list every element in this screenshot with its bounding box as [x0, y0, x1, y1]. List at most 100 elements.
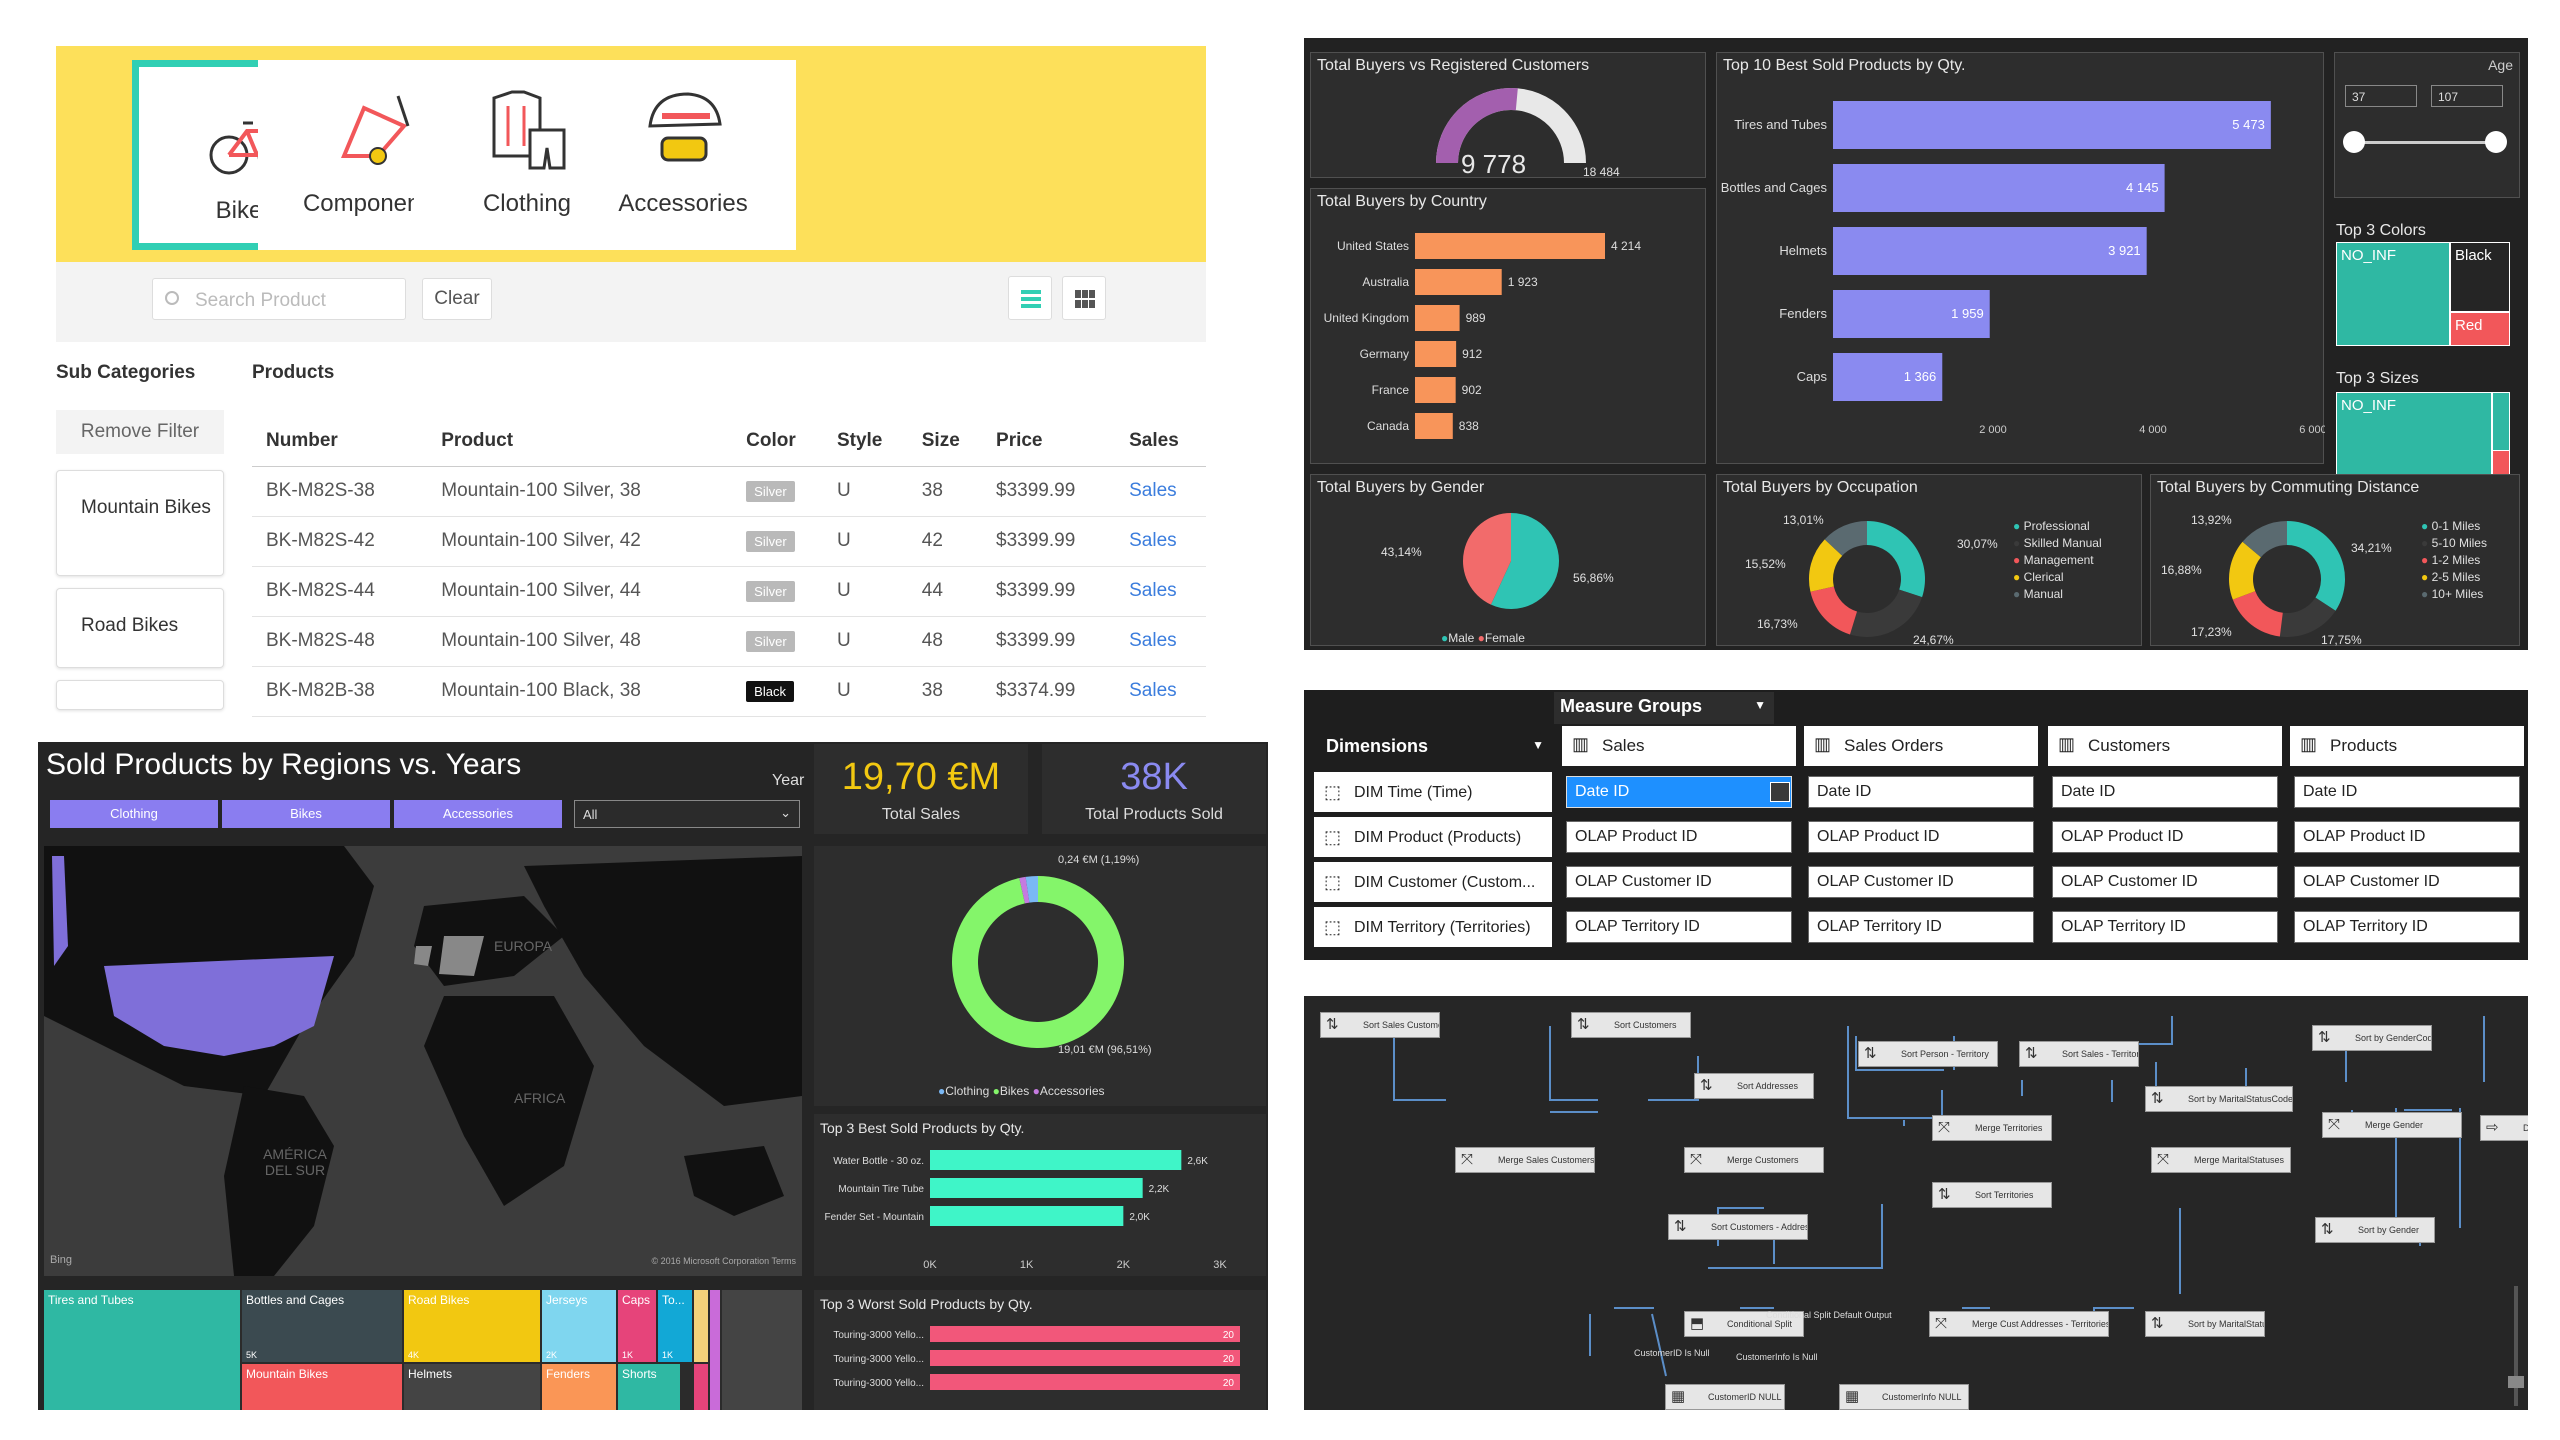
table-row[interactable]: BK-M82S-42 Mountain-100 Silver, 42 Silver U…	[252, 516, 1206, 567]
table-row[interactable]: BK-M82B-38 Mountain-100 Black, 38 Black U 38…	[252, 666, 1206, 717]
year-select[interactable]: All ⌄	[574, 800, 800, 828]
age-slider-track	[2351, 141, 2497, 144]
data-flow-canvas[interactable]: ⇅ Sort Sales Customers ⇅ Sort Customers ⇅ Sor…	[1304, 996, 2528, 1410]
granularity-cell[interactable]: OLAP Territory ID	[2294, 911, 2520, 943]
granularity-cell[interactable]: OLAP Territory ID	[2052, 911, 2278, 943]
search-input[interactable]: Search Product	[152, 278, 406, 320]
column-header[interactable]: Number	[252, 416, 428, 467]
column-header[interactable]: Price	[982, 416, 1116, 467]
granularity-cell[interactable]: OLAP Product ID	[1566, 821, 1792, 853]
granularity-cell[interactable]: Date ID	[1808, 776, 2034, 808]
column-header[interactable]: Color	[732, 416, 823, 467]
dimension-row-header[interactable]: ⬚ DIM Territory (Territories)	[1314, 907, 1552, 947]
dimensions-header[interactable]: Dimensions ▼	[1308, 726, 1552, 766]
color-tile-no-inf[interactable]: NO_INF	[2336, 242, 2450, 346]
flow-node[interactable]: ⇅ Sort Customers - Addresses	[1668, 1214, 1808, 1240]
filter-clothing[interactable]: Clothing	[50, 800, 218, 828]
column-header[interactable]: Sales	[1115, 416, 1206, 467]
granularity-cell[interactable]: OLAP Customer ID	[2052, 866, 2278, 898]
flow-node[interactable]: ⤧ Merge MaritalStatuses	[2151, 1147, 2291, 1173]
category-treemap[interactable]: Tires and Tubes Bottles and Cages 5K Mounta…	[44, 1290, 802, 1410]
sales-link[interactable]: Sales	[1129, 580, 1177, 601]
flow-node[interactable]: ▦ CustomerID NULL	[1665, 1384, 1785, 1410]
column-header[interactable]: Product	[427, 416, 733, 467]
granularity-cell[interactable]: OLAP Customer ID	[1566, 866, 1792, 898]
age-slider-min-handle[interactable]	[2343, 131, 2365, 153]
granularity-cell[interactable]: OLAP Product ID	[1808, 821, 2034, 853]
sales-link[interactable]: Sales	[1129, 630, 1177, 651]
subcategory-road-bikes[interactable]: Road Bikes	[56, 588, 224, 668]
treemap-tile	[618, 1364, 680, 1410]
column-header[interactable]: Size	[907, 416, 983, 467]
flow-node[interactable]: ⇅ Sort Sales - Territory	[2019, 1041, 2139, 1067]
measure-group-header[interactable]: ▥ Sales	[1562, 726, 1796, 766]
dimension-row-header[interactable]: ⬚ DIM Product (Products)	[1314, 817, 1552, 857]
grid-view-button[interactable]	[1062, 276, 1106, 320]
flow-node[interactable]: ⇅ Sort by MaritalStatusCode	[2145, 1086, 2293, 1112]
flow-node[interactable]: ▦ CustomerInfo NULL	[1839, 1384, 1969, 1410]
flow-node[interactable]: ⬒ Conditional Split	[1684, 1311, 1804, 1337]
clear-button[interactable]: Clear	[422, 278, 492, 320]
age-slider-max-handle[interactable]	[2485, 131, 2507, 153]
column-header[interactable]: Style	[822, 416, 908, 467]
list-view-button[interactable]	[1008, 276, 1052, 320]
flow-node[interactable]: ⤧ Merge Sales Customers	[1455, 1147, 1595, 1173]
granularity-cell[interactable]: OLAP Customer ID	[2294, 866, 2520, 898]
flow-node[interactable]: ⤧ Merge Cust Addresses - Territories	[1929, 1311, 2109, 1337]
table-row[interactable]: BK-M82S-38 Mountain-100 Silver, 38 Silver U…	[252, 466, 1206, 517]
granularity-cell[interactable]: OLAP Territory ID	[1808, 911, 2034, 943]
granularity-cell[interactable]: Date ID	[2294, 776, 2520, 808]
flow-node[interactable]: ⇅ Sort Sales Customers	[1320, 1012, 1440, 1038]
measure-group-header[interactable]: ▥ Sales Orders	[1804, 726, 2038, 766]
flow-node[interactable]: ⇅ Sort Customers	[1571, 1012, 1691, 1038]
age-max-input[interactable]: 107	[2431, 85, 2503, 107]
flow-node[interactable]: ⇅ Sort by Gender	[2315, 1217, 2435, 1243]
table-row[interactable]: BK-M82S-48 Mountain-100 Silver, 48 Silver U…	[252, 616, 1206, 667]
flow-node[interactable]: ⇅ Sort Person - Territory	[1858, 1041, 1998, 1067]
granularity-cell[interactable]: OLAP Customer ID	[1808, 866, 2034, 898]
granularity-cell[interactable]: Date ID	[1566, 776, 1792, 808]
granularity-cell[interactable]: OLAP Product ID	[2052, 821, 2278, 853]
regions-map[interactable]: EUROPA AFRICA AMÉRICA DEL SUR Bing © 201…	[44, 846, 802, 1276]
sales-link[interactable]: Sales	[1129, 480, 1177, 501]
granularity-cell[interactable]: OLAP Territory ID	[1566, 911, 1792, 943]
sales-link[interactable]: Sales	[1129, 530, 1177, 551]
bing-logo: Bing	[50, 1254, 73, 1266]
bar	[1833, 164, 2165, 212]
subcategory-item[interactable]	[56, 680, 224, 710]
measure-groups-header[interactable]: Measure Groups ▼	[1554, 692, 1774, 724]
color-badge: Silver	[746, 531, 795, 552]
flow-node[interactable]: ⇅ Sort by GenderCode	[2312, 1025, 2432, 1051]
flow-node[interactable]: ⇅ Sort Territories	[1932, 1182, 2052, 1208]
bar-value-label: 1 923	[1508, 275, 1538, 289]
bar-value-label: 902	[1462, 383, 1482, 397]
flow-node[interactable]: ⤧ Merge Gender	[2322, 1112, 2462, 1138]
subcategory-mountain-bikes[interactable]: Mountain Bikes	[56, 470, 224, 576]
flow-node[interactable]: ⇅ Sort Addresses	[1694, 1073, 1814, 1099]
color-tile-red[interactable]: Red	[2450, 312, 2510, 346]
bar	[930, 1150, 1182, 1170]
table-row[interactable]: BK-M82S-44 Mountain-100 Silver, 44 Silver U…	[252, 566, 1206, 617]
filter-bikes[interactable]: Bikes	[222, 800, 390, 828]
measure-group-header[interactable]: ▥ Products	[2290, 726, 2524, 766]
filter-accessories[interactable]: Accessories	[394, 800, 562, 828]
remove-filter-button[interactable]: Remove Filter	[56, 410, 224, 454]
sales-link[interactable]: Sales	[1129, 680, 1177, 701]
flow-node-label: DIM Customer	[2523, 1123, 2528, 1133]
age-min-input[interactable]: 37	[2345, 85, 2417, 107]
flow-node[interactable]: ⤧ Merge Territories	[1932, 1115, 2052, 1141]
dimension-row-header[interactable]: ⬚ DIM Customer (Custom...	[1314, 862, 1552, 902]
flow-node[interactable]: ⇅ Sort by MaritalStatus	[2145, 1311, 2265, 1337]
measure-group-header[interactable]: ▥ Customers	[2048, 726, 2282, 766]
granularity-cell[interactable]: Date ID	[2052, 776, 2278, 808]
granularity-cell[interactable]: OLAP Product ID	[2294, 821, 2520, 853]
flow-node[interactable]: ⤧ Merge Customers	[1684, 1147, 1824, 1173]
dimension-row-header[interactable]: ⬚ DIM Time (Time)	[1314, 772, 1552, 812]
bar-value-label: 2,2K	[1149, 1184, 1170, 1195]
ellipsis-button[interactable]	[1770, 782, 1790, 802]
color-tile-black[interactable]: Black	[2450, 242, 2510, 312]
category-card-accessories[interactable]: Accessories	[570, 60, 796, 250]
flow-node[interactable]: ⇨ DIM Customer	[2480, 1115, 2528, 1141]
dimension-usage-grid: Measure Groups ▼ Dimensions ▼ ▥ Sales ▥ Sal…	[1304, 690, 2528, 960]
cell-number: BK-M82S-44	[252, 566, 428, 617]
